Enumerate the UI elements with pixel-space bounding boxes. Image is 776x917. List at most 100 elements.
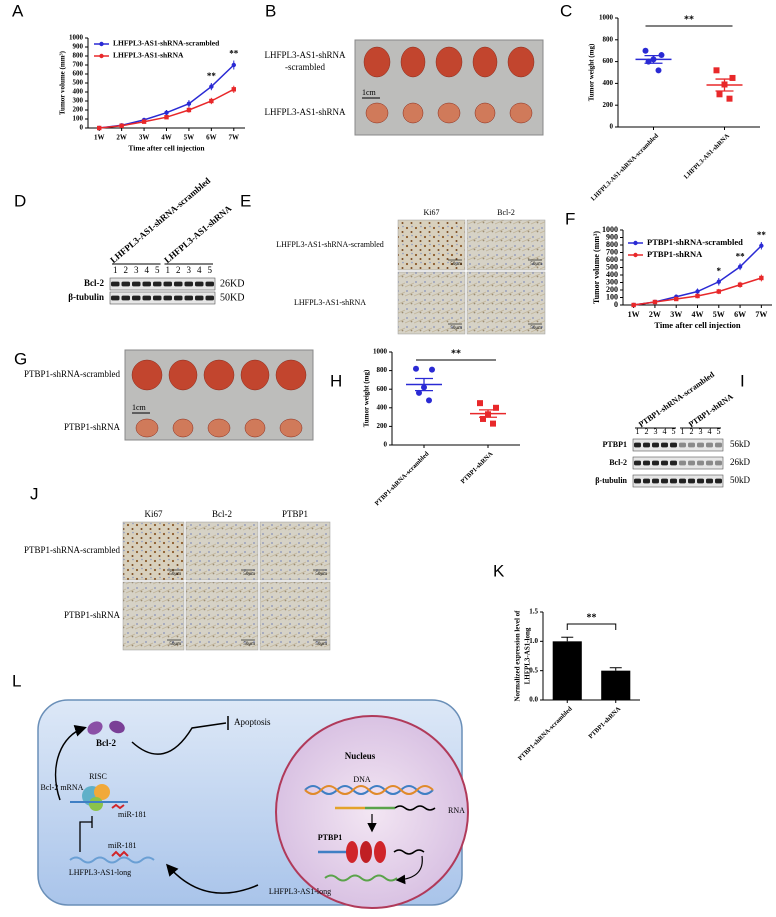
size-label: 26KD — [220, 278, 244, 289]
y-axis-label: Tumor weight (mg) — [588, 43, 596, 101]
tumor — [365, 102, 389, 124]
row-label: PTBP1-shRNA-scrambled — [24, 369, 120, 379]
x-tick-label: PTBP1-shRNA — [460, 450, 495, 485]
scale-label: 50μm — [530, 326, 542, 331]
risc-label: RISC — [89, 772, 107, 781]
column-label: PTBP1 — [282, 509, 308, 519]
point — [674, 296, 679, 302]
panel-letter: F — [565, 209, 575, 228]
point — [631, 302, 636, 308]
x-tick-label: 5W — [184, 134, 195, 142]
y-tick-label: 400 — [606, 270, 618, 279]
lane-number: 3 — [654, 427, 658, 436]
band — [652, 442, 659, 448]
lane-number: 3 — [134, 265, 139, 275]
row-label: LHFPL3-AS1-shRNA — [264, 107, 346, 117]
tumor — [172, 418, 194, 438]
blot-strip — [632, 456, 724, 470]
band — [697, 442, 704, 448]
y-tick-label: 400 — [377, 403, 388, 411]
band — [652, 460, 659, 466]
legend-marker — [633, 240, 638, 246]
ihc-image — [185, 521, 259, 581]
band — [670, 478, 677, 484]
tumor — [168, 359, 198, 391]
panel-letter: D — [14, 191, 26, 210]
y-axis-label: LHFPL3-AS1-long — [524, 627, 532, 684]
band — [153, 295, 162, 301]
y-tick-label: 1000 — [599, 14, 614, 22]
lane-number: 3 — [187, 265, 192, 275]
band — [634, 478, 641, 484]
size-label: 26kD — [730, 457, 751, 467]
band — [706, 442, 713, 448]
band — [679, 460, 686, 466]
lane-number: 4 — [145, 265, 150, 275]
legend-label: PTBP1-shRNA-scrambled — [647, 237, 743, 247]
band — [111, 281, 120, 287]
significance: ** — [587, 612, 597, 623]
ptbp1-label: PTBP1 — [318, 833, 342, 842]
y-tick-label: 0.0 — [529, 696, 538, 704]
annotation: * — [717, 266, 722, 276]
y-tick-label: 200 — [377, 422, 388, 430]
bar — [601, 670, 631, 700]
band — [174, 281, 183, 287]
scale-label: 50μm — [315, 572, 327, 577]
band — [205, 295, 214, 301]
legend-marker — [99, 53, 104, 59]
band — [205, 281, 214, 287]
point — [652, 299, 658, 305]
annotation: ** — [207, 71, 217, 81]
y-tick-label: 0 — [384, 441, 388, 449]
point — [642, 47, 649, 54]
band — [132, 295, 141, 301]
band — [195, 281, 204, 287]
band — [661, 442, 668, 448]
inhibit — [131, 722, 227, 755]
point — [737, 264, 743, 269]
tumor — [207, 418, 231, 438]
rna — [393, 849, 425, 855]
blot-strip — [109, 291, 216, 305]
band — [132, 281, 141, 287]
band — [706, 478, 713, 484]
scale-label: 50μm — [450, 262, 462, 267]
lane-number: 1 — [681, 427, 685, 436]
panel-letter: G — [14, 349, 27, 368]
point — [231, 62, 236, 68]
x-tick-label: PTBP1-shRNA-scrambled — [374, 450, 431, 507]
tumor — [472, 46, 498, 78]
tumor — [203, 359, 235, 391]
point — [209, 84, 214, 89]
scale-label: 50μm — [450, 326, 462, 331]
point — [231, 87, 236, 92]
legend-label: PTBP1-shRNA — [647, 249, 703, 259]
row-label: PTBP1 — [603, 440, 627, 449]
point — [490, 420, 496, 427]
y-tick-label: 1.5 — [529, 608, 538, 616]
lane-number: 5 — [155, 265, 160, 275]
ihc-image — [185, 581, 259, 651]
bcl2-protein — [87, 721, 103, 735]
annotation: ** — [757, 230, 767, 240]
x-tick-label: 2W — [649, 310, 661, 319]
y-axis-label: Tumor weight (mg) — [363, 369, 371, 427]
band — [688, 460, 695, 466]
ihc-image — [122, 521, 185, 581]
dna — [304, 785, 434, 795]
band — [679, 478, 686, 484]
x-tick-label: 5W — [713, 310, 725, 319]
bcl2-label: Bcl-2 — [96, 738, 116, 748]
x-tick-label: 6W — [206, 134, 217, 142]
band — [153, 281, 162, 287]
lane-number: 4 — [708, 427, 712, 436]
point — [713, 67, 720, 74]
nucleus-shape — [275, 715, 469, 909]
band — [715, 460, 722, 466]
y-tick-label: 500 — [606, 262, 618, 271]
tumor — [240, 359, 270, 391]
scale-label: 50μm — [530, 262, 542, 267]
band — [111, 295, 120, 301]
